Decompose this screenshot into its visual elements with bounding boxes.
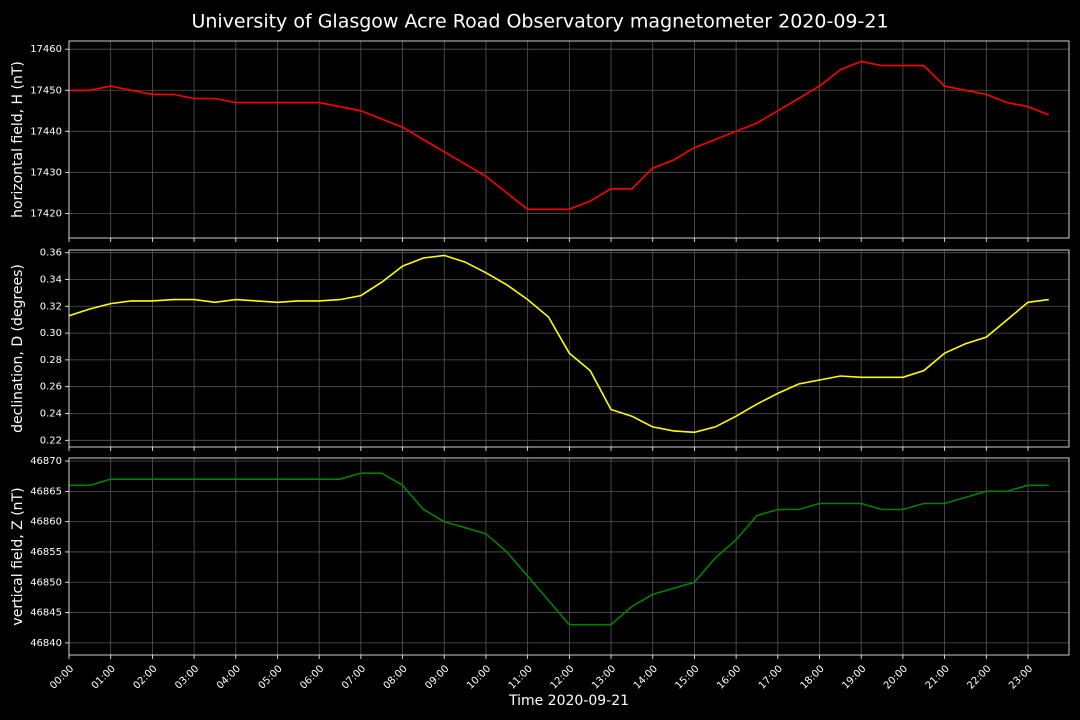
y-tick-label: 46870 — [30, 456, 62, 467]
y-tick-label: 46840 — [30, 638, 62, 649]
y-axis-label: vertical field, Z (nT) — [10, 487, 26, 625]
data-line — [69, 60, 1050, 211]
y-tick-label: 46855 — [30, 547, 62, 558]
chart-title: University of Glasgow Acre Road Observat… — [191, 11, 888, 33]
y-tick-label: 0.28 — [40, 355, 62, 366]
y-tick-label: 17440 — [30, 126, 62, 137]
data-line — [68, 254, 1049, 434]
y-tick-label: 0.30 — [40, 328, 62, 339]
y-tick-label: 0.36 — [40, 248, 62, 259]
y-tick-label: 46845 — [30, 608, 62, 619]
y-tick-label: 46850 — [30, 577, 62, 588]
data-line — [69, 472, 1049, 626]
y-tick-label: 17420 — [30, 208, 62, 219]
y-tick-label: 0.26 — [40, 382, 62, 393]
y-tick-label: 0.22 — [40, 435, 62, 446]
y-tick-label: 46860 — [30, 517, 62, 528]
x-axis-label: Time 2020-09-21 — [508, 693, 629, 709]
y-axis-label: declination, D (degrees) — [10, 264, 26, 433]
plot-frame — [68, 40, 1070, 239]
plot-frame — [68, 457, 1070, 656]
y-tick-label: 0.34 — [40, 274, 62, 285]
plot-frame — [68, 249, 1070, 448]
y-tick-label: 0.24 — [40, 408, 62, 419]
y-axis-label: horizontal field, H (nT) — [10, 61, 26, 218]
y-tick-label: 0.32 — [40, 301, 62, 312]
y-tick-label: 46865 — [30, 486, 62, 497]
y-tick-label: 17430 — [30, 167, 62, 178]
y-tick-label: 17450 — [30, 85, 62, 96]
y-tick-label: 17460 — [30, 44, 62, 55]
